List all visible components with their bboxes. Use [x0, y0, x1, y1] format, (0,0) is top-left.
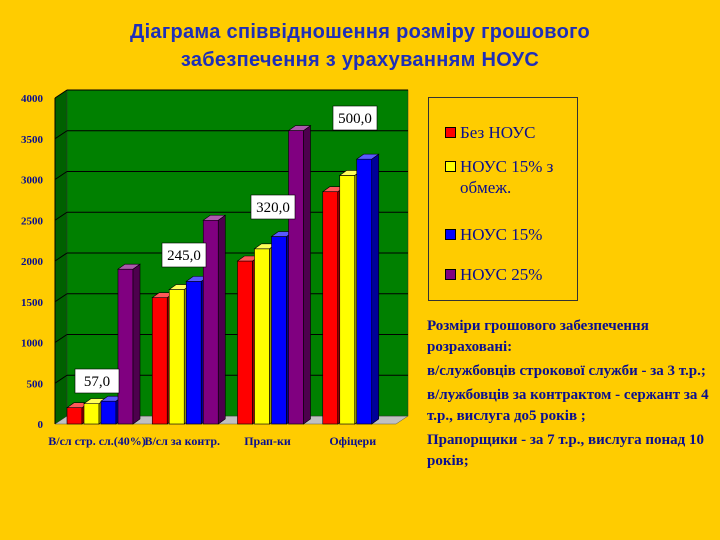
y-tick-label: 1500 — [21, 297, 44, 309]
data-label-box — [250, 194, 296, 220]
notes-block: Розміри грошового забезпечення розрахова… — [427, 316, 717, 475]
bar — [355, 153, 380, 425]
y-tick-label: 2000 — [21, 256, 44, 268]
gridline-side — [54, 211, 68, 221]
chart-legend: Без НОУС НОУС 15% з обмеж. НОУС 15% НОУС 25… — [428, 97, 578, 301]
gridline-side — [54, 171, 68, 180]
data-label: 320,0 — [256, 200, 290, 216]
legend-item: НОУС 15% — [445, 224, 542, 245]
bar — [287, 125, 312, 425]
data-label-box — [161, 242, 207, 268]
notes-contract: в/лужбовців за контрактом - сержант за 4… — [427, 387, 709, 424]
data-label-box — [74, 368, 120, 394]
y-tick-label: 2500 — [21, 215, 44, 227]
legend-item: Без НОУС — [445, 122, 535, 143]
y-tick-label: 4000 — [21, 93, 44, 105]
legend-label: НОУС 15% — [460, 225, 543, 244]
bar — [117, 263, 141, 425]
legend-swatch — [445, 161, 456, 172]
gridline-side — [54, 293, 68, 303]
notes-ensigns: Прапорщики - за 7 т.р., вислуга понад 10… — [427, 432, 704, 469]
y-tick-label: 0 — [38, 419, 44, 431]
y-tick-label: 500 — [27, 378, 44, 390]
legend-swatch — [445, 269, 456, 280]
legend-label: Без НОУС — [460, 123, 536, 142]
y-tick-label: 3000 — [21, 175, 44, 187]
gridline-side — [54, 252, 68, 262]
gridline-side — [54, 374, 68, 384]
legend-label: НОУС 15% з обмеж. — [460, 157, 554, 197]
y-tick-label: 1000 — [21, 338, 44, 350]
notes-conscripts: в/службовців строкової служби - за 3 т.р… — [427, 363, 706, 379]
bar — [202, 214, 227, 425]
legend-label: НОУС 25% — [460, 265, 543, 284]
gridline-side — [54, 89, 68, 99]
chart-title: Діаграма співвідношення розміру грошовог… — [0, 18, 720, 74]
data-label: 57,0 — [84, 374, 110, 390]
legend-swatch — [445, 127, 456, 138]
notes-intro: Розміри грошового забезпечення розрахова… — [427, 318, 649, 355]
legend-swatch — [445, 229, 456, 240]
y-tick-label: 3500 — [21, 134, 44, 146]
x-category-label: В/сл стр. сл.(40%) — [48, 434, 146, 448]
data-label-box — [332, 105, 378, 131]
chart-title-line1: Діаграма співвідношення розміру грошовог… — [130, 21, 590, 43]
legend-item: НОУС 25% — [445, 264, 542, 285]
gridline-side — [54, 130, 68, 140]
x-category-label: Прап-ки — [244, 434, 291, 448]
data-label: 500,0 — [338, 111, 372, 127]
x-category-label: В/сл за контр. — [144, 434, 220, 448]
chart-title-line2: забезпечення з урахуванням НОУС — [180, 49, 540, 71]
x-category-label: Офіцери — [329, 434, 376, 448]
data-label: 245,0 — [167, 248, 201, 264]
legend-item: НОУС 15% з обмеж. — [445, 156, 570, 198]
gridline-side — [54, 334, 68, 343]
